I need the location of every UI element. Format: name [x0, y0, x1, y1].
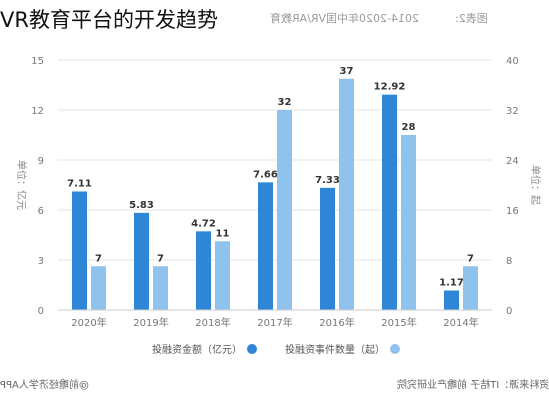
bar-投融资事件数量（起）	[339, 78, 354, 310]
category-label: 2017年	[257, 316, 292, 329]
bar-投融资事件数量（起）	[463, 266, 478, 310]
overlay-title: VR教育平台的开发趋势	[0, 8, 218, 32]
data-label: 5.83	[129, 200, 154, 211]
data-label: 7.33	[315, 175, 340, 186]
bar-投融资金额（亿元）	[196, 231, 211, 310]
bar-投融资金额（亿元）	[134, 212, 149, 310]
chart-header-mirrored: 2014-2020年中国VR/AR教育	[270, 12, 419, 25]
data-label: 11	[216, 228, 230, 239]
data-label: 7.11	[67, 179, 92, 190]
right-tick-label: 0	[506, 306, 512, 317]
left-tick-label: 6	[38, 206, 44, 217]
left-tick-label: 12	[31, 106, 44, 117]
left-axis-title: 单位：亿元	[15, 160, 28, 210]
category-label: 2018年	[195, 316, 230, 329]
left-tick-label: 9	[38, 156, 44, 167]
figure-label: 图表2:	[455, 12, 488, 25]
bar-投融资事件数量（起）	[91, 266, 106, 310]
footer-app-credit: @前瞻经济学人APP	[0, 380, 89, 391]
data-label: 12.92	[374, 82, 406, 93]
bar-投融资金额（亿元）	[382, 94, 397, 311]
bar-投融资金额（亿元）	[320, 187, 335, 310]
bar-投融资事件数量（起）	[215, 241, 230, 310]
bar-投融资事件数量（起）	[401, 135, 416, 310]
category-label: 2020年	[71, 316, 106, 329]
left-tick-label: 15	[31, 56, 44, 67]
legend-marker	[390, 344, 400, 354]
data-label: 37	[340, 66, 354, 77]
category-label: 2015年	[381, 316, 416, 329]
category-label: 2014年	[443, 316, 478, 329]
right-tick-label: 16	[506, 206, 519, 217]
legend-label: 投融资事件数量（起）	[285, 343, 385, 356]
legend-label: 投融资金额（亿元）	[152, 343, 242, 356]
data-label: 7	[157, 253, 164, 264]
data-label: 32	[278, 97, 292, 108]
category-label: 2016年	[319, 316, 354, 329]
bar-投融资金额（亿元）	[444, 290, 459, 310]
left-tick-label: 0	[38, 306, 44, 317]
left-tick-label: 3	[38, 256, 44, 267]
category-label: 2019年	[133, 316, 168, 329]
data-label: 7	[467, 253, 474, 264]
footer-source: 资料来源：IT桔子 前瞻产业研究院	[396, 380, 549, 391]
bar-投融资金额（亿元）	[72, 191, 87, 310]
right-tick-label: 8	[506, 256, 512, 267]
right-tick-label: 24	[506, 156, 519, 167]
right-tick-label: 32	[506, 106, 519, 117]
legend-marker	[247, 344, 257, 354]
bar-投融资事件数量（起）	[277, 110, 292, 310]
right-tick-label: 40	[506, 56, 519, 67]
right-axis-title: 单位：起	[529, 165, 542, 205]
data-label: 1.17	[439, 278, 464, 289]
data-label: 28	[402, 122, 416, 133]
bar-投融资事件数量（起）	[153, 266, 168, 310]
data-label: 7	[95, 253, 102, 264]
data-label: 4.72	[191, 218, 216, 229]
bar-投融资金额（亿元）	[258, 182, 273, 310]
bar-chart: 0 0 3 8 6 16 9 24 12 32 15 40 单位：亿元 单位：起 7.11 7 2020年 5.8…	[15, 56, 542, 356]
data-label: 7.66	[253, 169, 278, 180]
